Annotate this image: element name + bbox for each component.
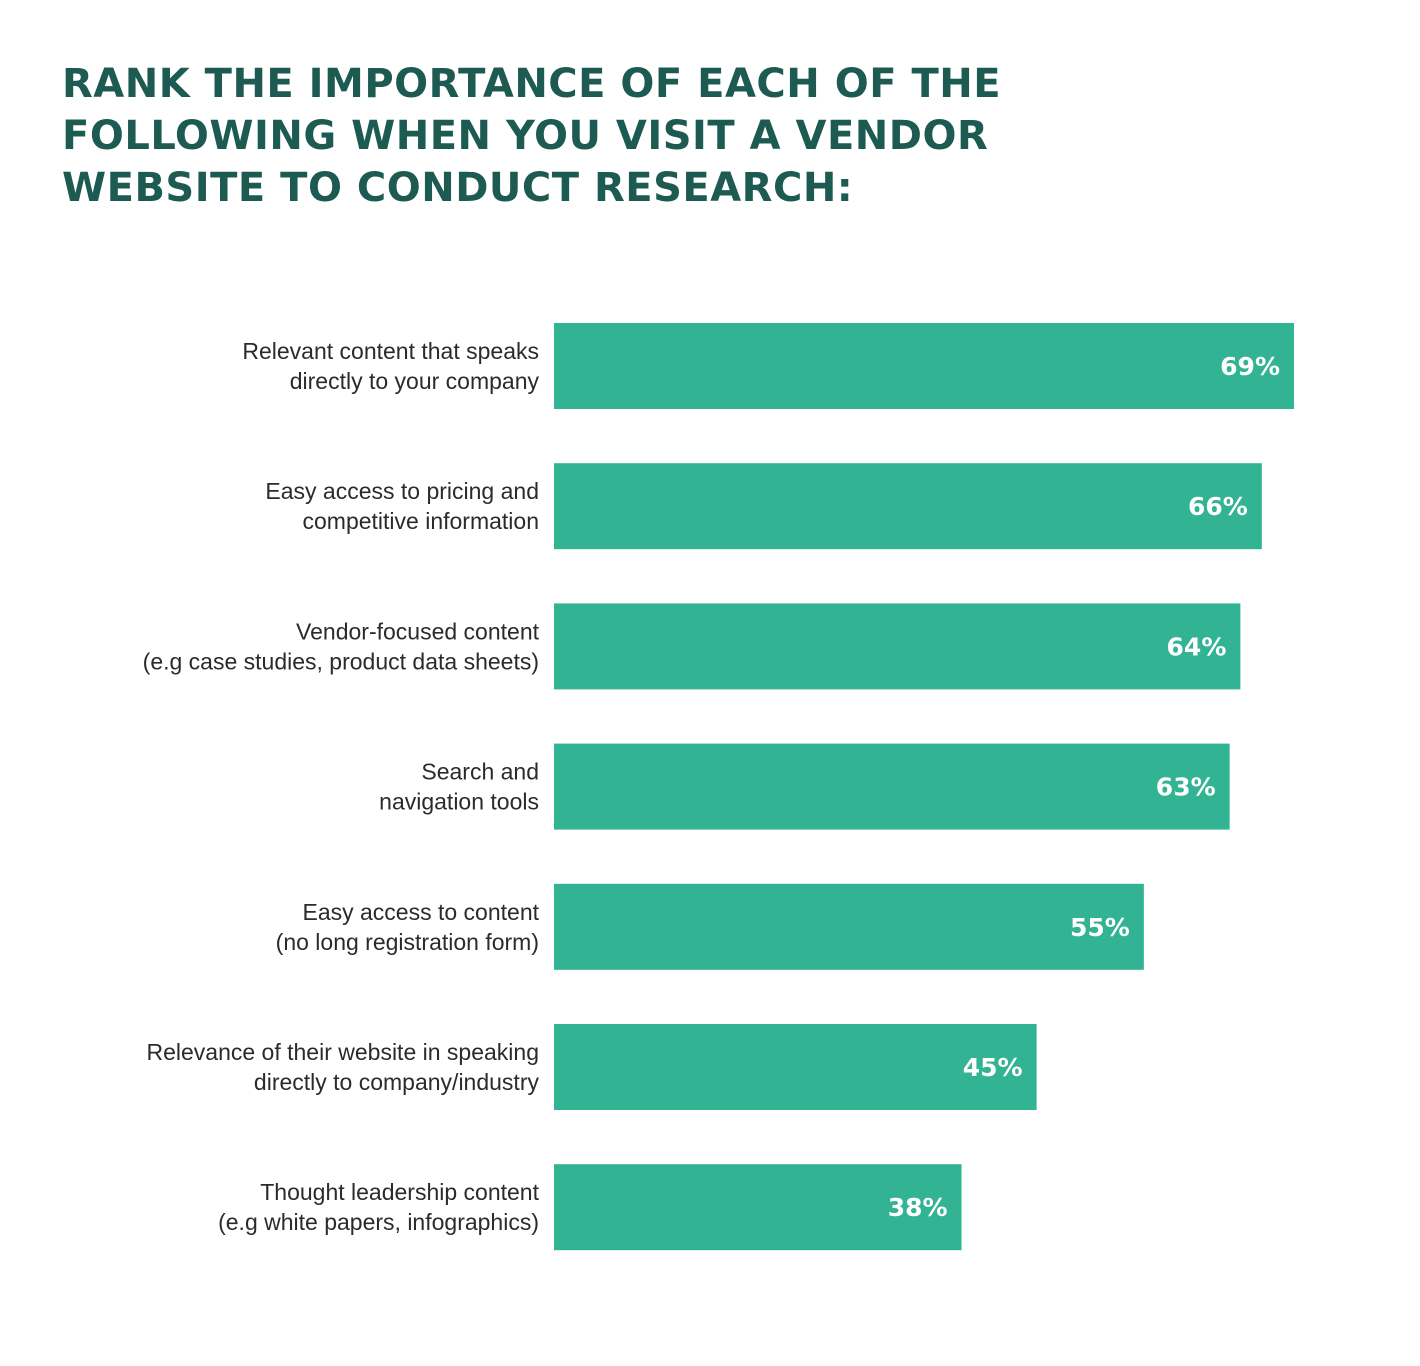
data-label: 45%: [963, 1053, 1023, 1082]
category-label: directly to company/industry: [254, 1069, 540, 1095]
chart-title: RANK THE IMPORTANCE OF EACH OF THE FOLLO…: [62, 58, 1062, 214]
category-label: navigation tools: [379, 789, 539, 815]
category-label: (e.g case studies, product data sheets): [143, 648, 539, 674]
data-label: 55%: [1070, 913, 1130, 942]
bar: [554, 463, 1262, 550]
bar: [554, 883, 1144, 970]
bar-row: 55% Easy access to content (no long regist…: [276, 883, 1144, 970]
bar-row: 38% Thought leadership content (e.g white …: [218, 1164, 962, 1251]
category-label: Relevance of their website in speaking: [146, 1039, 539, 1065]
bar: [554, 603, 1241, 690]
data-label: 66%: [1188, 492, 1248, 521]
category-label: Vendor-focused content: [296, 618, 540, 644]
category-label: directly to your company: [290, 368, 540, 394]
bar: [554, 743, 1230, 830]
bar: [554, 323, 1294, 409]
chart-title-line-1: RANK THE IMPORTANCE OF EACH OF THE: [62, 61, 1002, 107]
bar: [554, 1164, 962, 1251]
bar-row: 66% Easy access to pricing and competitive…: [265, 463, 1262, 550]
bar-row: 63% Search and navigation tools: [379, 743, 1230, 830]
bar-row: 64% Vendor-focused content (e.g case studi…: [143, 603, 1241, 690]
bar-row: 69% Relevant content that speaks directly …: [242, 323, 1294, 409]
data-label: 63%: [1156, 773, 1216, 802]
category-label: Easy access to content: [302, 899, 539, 925]
data-label: 64%: [1167, 632, 1227, 661]
bar: [554, 1024, 1037, 1110]
chart-title-line-3: WEBSITE TO CONDUCT RESEARCH:: [62, 165, 854, 211]
category-label: Easy access to pricing and: [265, 478, 539, 504]
category-label: Search and: [421, 759, 539, 785]
category-label: competitive information: [303, 508, 540, 534]
category-label: Relevant content that speaks: [242, 338, 539, 364]
bar-row: 45% Relevance of their website in speakin…: [146, 1024, 1037, 1110]
category-label: (e.g white papers, infographics): [218, 1209, 539, 1235]
data-label: 38%: [888, 1193, 948, 1222]
data-label: 69%: [1220, 352, 1280, 381]
category-label: Thought leadership content: [260, 1179, 539, 1205]
category-label: (no long registration form): [276, 929, 539, 955]
chart-title-line-2: FOLLOWING WHEN YOU VISIT A VENDOR: [62, 113, 989, 159]
